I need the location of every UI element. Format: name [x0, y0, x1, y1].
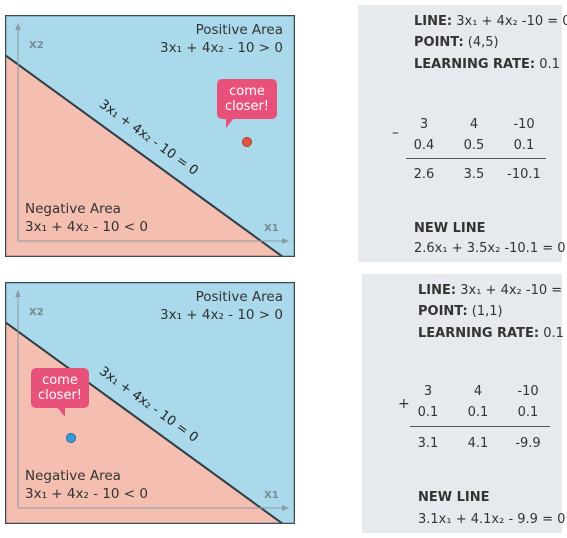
positive-area-title: Positive Area [195, 22, 283, 38]
positive-area-equation: 3x₁ + 4x₂ - 10 > 0 [160, 307, 283, 323]
line-row: LINE: 3x₁ + 4x₂ -10 = 0 [418, 283, 567, 298]
y-axis-label: X2 [29, 40, 44, 51]
cell-r1c3: -10 [517, 384, 539, 399]
cell-r3c3: -10.1 [507, 167, 541, 182]
boundary-line [5, 321, 284, 524]
positive-area-equation: 3x₁ + 4x₂ - 10 > 0 [160, 40, 283, 56]
point-key: POINT: [418, 304, 468, 319]
x-axis-label: X1 [264, 223, 279, 234]
calc-panel-top: LINE: 3x₁ + 4x₂ -10 = 0 POINT: (4,5) LEA… [358, 5, 567, 262]
cell-r1c1: 3 [423, 384, 433, 399]
line-row: LINE: 3x₁ + 4x₂ -10 = 0 [414, 14, 567, 29]
calc-panel-bottom: LINE: 3x₁ + 4x₂ -10 = 0 POINT: (1,1) LEA… [362, 274, 567, 533]
point-row: POINT: (1,1) [418, 304, 503, 319]
cell-r3c3: -9.9 [515, 436, 541, 451]
minus-operator: – [392, 125, 399, 141]
cell-r1c3: -10 [513, 117, 535, 132]
come-closer-bubble: come closer! [217, 79, 277, 128]
point-value: (1,1) [471, 304, 503, 319]
cell-r2c1: 0.4 [413, 138, 435, 153]
cell-r2c1: 0.1 [417, 405, 439, 420]
line-key: LINE: [414, 14, 453, 29]
new-line-title: NEW LINE [414, 221, 486, 236]
line-value: 3x₁ + 4x₂ -10 = 0 [460, 283, 567, 298]
cell-r3c2: 3.5 [463, 167, 485, 182]
cell-r3c1: 2.6 [413, 167, 435, 182]
boundary-line [5, 54, 284, 257]
point-row: POINT: (4,5) [414, 35, 499, 50]
x-axis-arrow-icon [282, 238, 289, 244]
plot-frame [5, 282, 295, 524]
line-key: LINE: [418, 283, 457, 298]
plus-operator: + [398, 396, 410, 412]
new-line-title: NEW LINE [418, 490, 490, 505]
point-value: (4,5) [467, 35, 499, 50]
line-value: 3x₁ + 4x₂ -10 = 0 [456, 14, 567, 29]
learning-rate-key: LEARNING RATE: [418, 326, 540, 341]
learning-rate-value: 0.1 [543, 326, 564, 341]
negative-area-equation: 3x₁ + 4x₂ - 10 < 0 [25, 486, 148, 502]
y-axis-arrow-icon [15, 290, 21, 297]
point-key: POINT: [414, 35, 464, 50]
cell-r1c2: 4 [469, 117, 479, 132]
learning-rate-row: LEARNING RATE: 0.1 [418, 326, 564, 341]
bubble-text-line2: closer! [37, 388, 83, 403]
bubble-text-line1: come [229, 84, 265, 99]
top-plot-canvas [5, 15, 295, 257]
learning-rate-row: LEARNING RATE: 0.1 [414, 57, 560, 72]
misclassified-point [66, 433, 76, 443]
x-axis-arrow-icon [282, 505, 289, 511]
bottom-plot-canvas [5, 282, 295, 524]
misclassified-point [242, 137, 252, 147]
sum-divider [410, 426, 550, 427]
bottom-plot: X2 X1 Positive Area 3x₁ + 4x₂ - 10 > 0 N… [5, 282, 295, 524]
learning-rate-value: 0.1 [539, 57, 560, 72]
negative-area-title: Negative Area [25, 468, 121, 484]
plot-frame [5, 15, 295, 257]
x-axis-label: X1 [264, 490, 279, 501]
bubble-text-line1: come [42, 373, 78, 388]
cell-r1c2: 4 [473, 384, 483, 399]
cell-r3c2: 4.1 [467, 436, 489, 451]
bubble-text-line2: closer! [224, 99, 270, 114]
y-axis-arrow-icon [15, 23, 21, 30]
positive-area-title: Positive Area [195, 289, 283, 305]
negative-area-equation: 3x₁ + 4x₂ - 10 < 0 [25, 219, 148, 235]
cell-r2c2: 0.1 [467, 405, 489, 420]
learning-rate-key: LEARNING RATE: [414, 57, 536, 72]
cell-r1c1: 3 [419, 117, 429, 132]
new-line-equation: 3.1x₁ + 4.1x₂ - 9.9 = 0 [418, 512, 566, 527]
top-plot: X2 X1 Positive Area 3x₁ + 4x₂ - 10 > 0 N… [5, 15, 295, 257]
cell-r3c1: 3.1 [417, 436, 439, 451]
y-axis-label: X2 [29, 307, 44, 318]
sum-divider [406, 158, 546, 159]
cell-r2c3: 0.1 [513, 138, 535, 153]
negative-area-title: Negative Area [25, 201, 121, 217]
come-closer-bubble: come closer! [31, 368, 89, 417]
cell-r2c3: 0.1 [517, 405, 539, 420]
new-line-equation: 2.6x₁ + 3.5x₂ -10.1 = 0 [414, 241, 566, 256]
cell-r2c2: 0.5 [463, 138, 485, 153]
